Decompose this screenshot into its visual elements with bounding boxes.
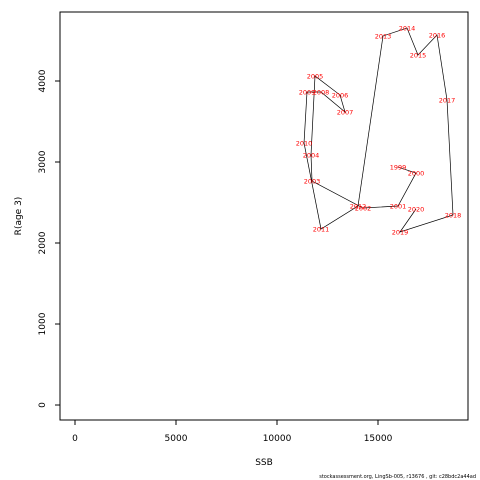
point-label: 2010 [296,139,313,147]
point-label: 2012 [350,202,367,210]
y-tick-label: 4000 [38,69,48,92]
point-label: 2009 [299,89,316,97]
trajectory-line [303,27,454,233]
x-tick-label: 15000 [364,434,393,444]
x-tick-label: 0 [72,434,78,444]
point-label: 2013 [375,32,392,40]
point-label: 2002 [355,205,372,213]
x-tick-label: 5000 [165,434,188,444]
point-label: 2016 [429,32,446,40]
point-label: 2005 [307,72,324,80]
point-label: 2020 [408,205,425,213]
y-tick-label: 3000 [38,150,48,173]
point-label: 2000 [408,170,425,178]
point-label: 2008 [313,89,330,97]
point-label: 2019 [392,228,409,236]
point-label: 2001 [390,202,407,210]
point-label: 2003 [304,178,321,186]
y-axis-label: R(age 3) [14,197,24,236]
x-tick-label: 10000 [263,434,292,444]
point-label: 2018 [445,211,462,219]
y-tick-label: 0 [38,402,48,408]
point-label: 2015 [410,52,427,60]
plot-frame [59,11,469,421]
point-label: 2014 [399,25,416,33]
point-label: 2007 [337,109,354,117]
point-label: 2004 [303,152,320,160]
point-label: 2011 [313,226,330,234]
point-label: 1999 [390,164,407,172]
y-tick-label: 1000 [38,312,48,335]
x-axis-label: SSB [255,458,273,468]
point-label: 2017 [439,97,456,105]
footer: stockassessment.org, LingSb-005, r13676 … [319,474,476,480]
point-label: 2006 [332,92,349,100]
y-tick-label: 2000 [38,231,48,254]
